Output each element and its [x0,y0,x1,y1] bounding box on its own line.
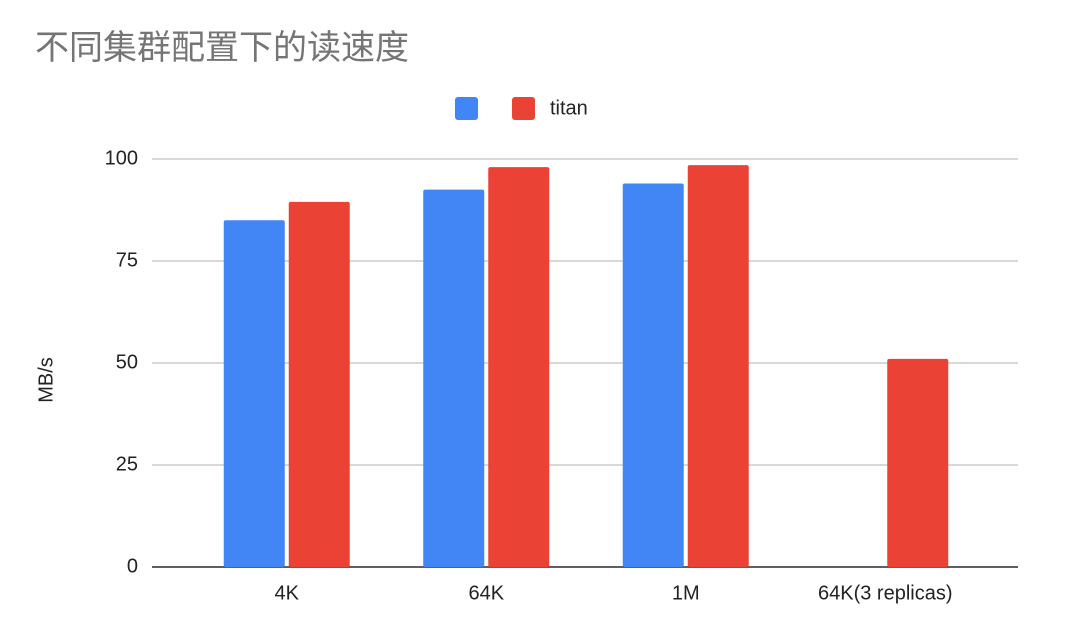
x-tick-label: 64K [468,582,504,604]
bar [223,220,285,567]
y-tick-label: 0 [127,555,138,577]
bar [423,189,485,567]
y-tick-label: 25 [116,453,138,475]
bar [288,201,350,567]
y-tick-label: 50 [116,351,138,373]
bar [488,167,550,567]
bar [687,165,749,567]
chart-title: 不同集群配置下的读速度 [35,29,409,67]
legend-swatch [455,97,478,120]
y-axis-label: MB/s [35,357,57,403]
x-tick-label: 1M [672,582,700,604]
y-tick-label: 75 [116,249,138,271]
x-tick-label: 4K [275,582,300,604]
y-tick-label: 100 [105,147,138,169]
bar [622,183,684,568]
legend-label: titan [550,97,588,119]
bar [887,358,949,567]
x-tick-label: 64K(3 replicas) [818,582,953,604]
legend-swatch [512,97,535,120]
